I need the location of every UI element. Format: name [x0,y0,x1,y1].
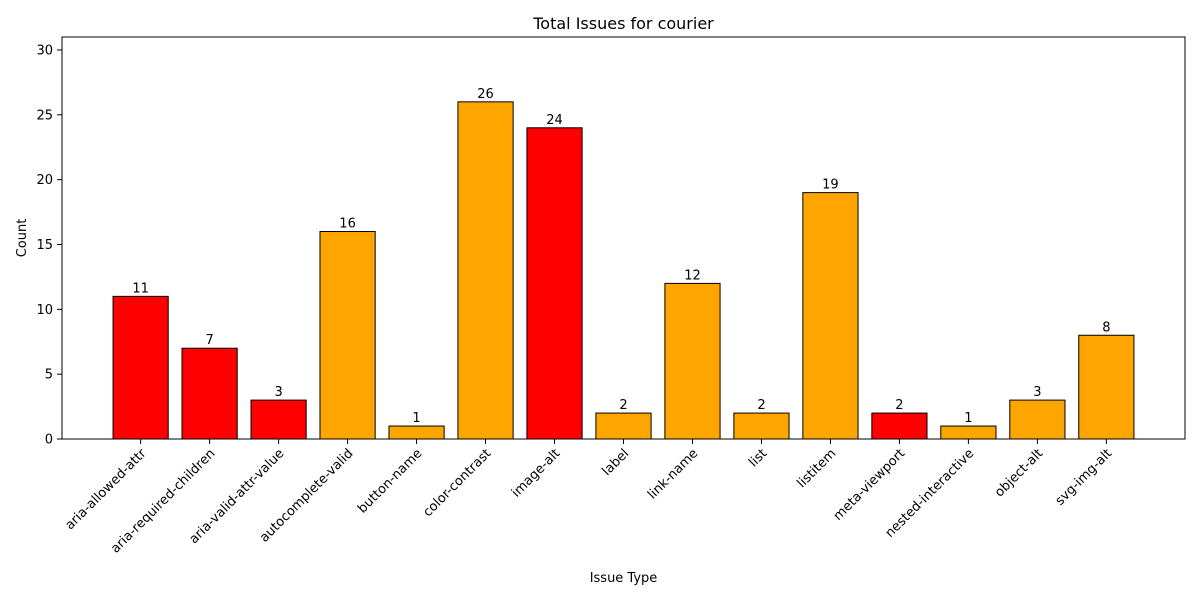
bar-value-label: 7 [205,333,213,348]
bar-listitem [802,192,859,440]
bar-object-alt [1009,399,1066,440]
y-tick-label: 20 [36,173,53,188]
x-tick-label: listitem [794,446,839,491]
bar-aria-required-children [181,347,238,440]
bar-aria-allowed-attr [112,295,169,440]
bar-meta-viewport [871,412,928,440]
x-axis: aria-allowed-attraria-required-childrena… [63,439,1115,556]
bar-label [595,412,652,440]
bar-value-label: 24 [546,113,563,128]
bar-value-label: 19 [822,178,839,193]
y-tick-label: 25 [36,108,53,123]
x-tick-label: image-alt [509,446,563,500]
x-tick-label: object-alt [992,446,1046,500]
x-tick-label: list [746,446,770,470]
bar-value-label: 3 [1033,385,1041,400]
bar-value-label: 1 [964,411,972,426]
bar-value-label: 8 [1102,320,1110,335]
y-tick-label: 0 [45,433,53,448]
x-tick-label: label [599,446,632,479]
bar-autocomplete-valid [319,231,376,440]
bar-image-alt [526,127,583,440]
bar-color-contrast [457,101,514,440]
y-tick-label: 10 [36,303,53,318]
bar-value-label: 2 [895,398,903,413]
bar-value-label: 12 [684,268,701,283]
value-labels-group: 11 7 3 16 1 26 24 2 12 2 19 2 1 3 8 [132,87,1110,426]
chart-title: Total Issues for courier [532,14,714,33]
bar-value-label: 16 [339,217,356,232]
bar-svg-img-alt [1078,334,1135,440]
bar-button-name [388,425,445,440]
bar-value-label: 26 [477,87,494,102]
y-tick-label: 15 [36,238,53,253]
bars-group [112,101,1135,440]
x-tick-label: svg-img-alt [1053,446,1115,508]
bar-value-label: 1 [412,411,420,426]
x-tick-label: button-name [355,446,425,516]
bar-list [733,412,790,440]
x-tick-label: meta-viewport [831,446,909,524]
bar-aria-valid-attr-value [250,399,307,440]
x-tick-label: link-name [645,446,701,502]
bar-value-label: 2 [757,398,765,413]
y-axis: 0 5 10 15 20 25 30 [36,43,62,448]
bar-value-label: 2 [619,398,627,413]
x-tick-label: color-contrast [420,446,494,520]
bar-link-name [664,282,721,440]
bar-nested-interactive [940,425,997,440]
y-axis-label: Count [15,219,30,258]
bar-value-label: 3 [274,385,282,400]
bar-value-label: 11 [132,281,149,296]
y-tick-label: 5 [45,368,53,383]
y-tick-label: 30 [36,43,53,58]
x-axis-label: Issue Type [590,571,658,586]
